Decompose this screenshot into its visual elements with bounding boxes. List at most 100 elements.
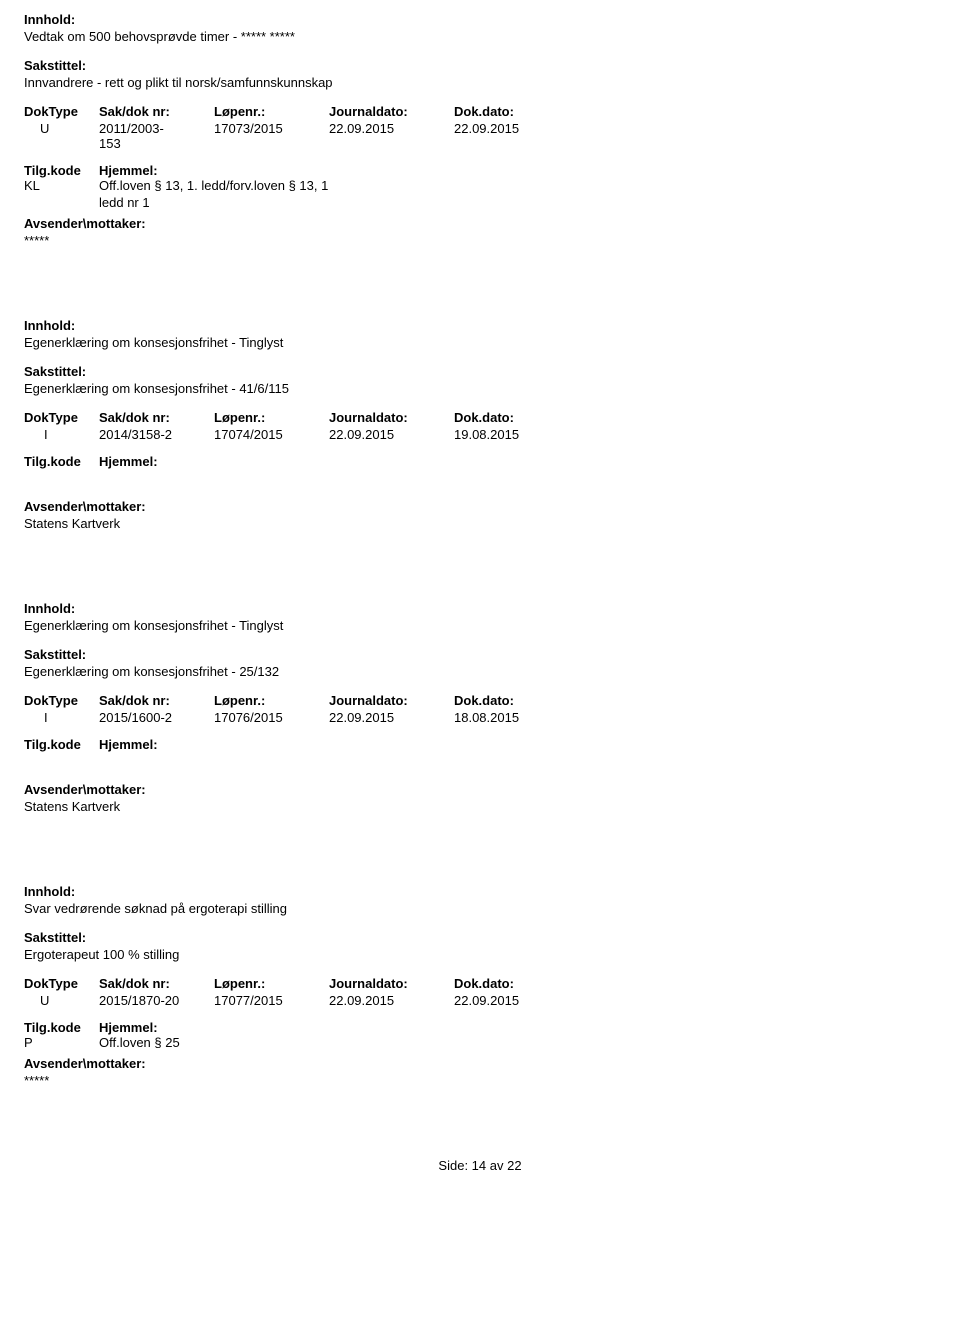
header-doktype: DokType <box>24 410 99 425</box>
header-sakdok: Sak/dok nr: <box>99 410 214 425</box>
avsender-value: ***** <box>24 1073 936 1088</box>
innhold-label: Innhold: <box>24 601 936 616</box>
doktype-value: I <box>24 710 99 725</box>
tilgkode-value: P <box>24 1035 99 1050</box>
tilg-row: Tilg.kode Hjemmel: <box>24 163 936 178</box>
header-dokdato: Dok.dato: <box>454 104 569 119</box>
sakdok-value: 2014/3158-2 <box>99 427 214 442</box>
header-dokdato: Dok.dato: <box>454 976 569 991</box>
sakstittel-label: Sakstittel: <box>24 364 936 379</box>
header-sakdok: Sak/dok nr: <box>99 104 214 119</box>
tilg-row: Tilg.kode Hjemmel: <box>24 1020 936 1035</box>
journal-entry: Innhold: Svar vedrørende søknad på ergot… <box>24 884 936 1088</box>
sakstittel-value: Innvandrere - rett og plikt til norsk/sa… <box>24 75 936 90</box>
tilgkode-label: Tilg.kode <box>24 737 99 752</box>
innhold-value: Egenerklæring om konsesjonsfrihet - Ting… <box>24 618 936 633</box>
sakdok-line1: 2011/2003- <box>99 121 214 136</box>
tilgkode-label: Tilg.kode <box>24 454 99 469</box>
tilg-value-row: KL Off.loven § 13, 1. ledd/forv.loven § … <box>24 178 936 193</box>
tilg-row: Tilg.kode Hjemmel: <box>24 454 936 469</box>
avsender-value: Statens Kartverk <box>24 799 936 814</box>
sakdok-line2: 153 <box>99 136 214 151</box>
avsender-label: Avsender\mottaker: <box>24 1056 936 1071</box>
doktype-value: I <box>24 427 99 442</box>
footer-mid: av <box>486 1158 507 1173</box>
innhold-value: Egenerklæring om konsesjonsfrihet - Ting… <box>24 335 936 350</box>
hjemmel-label: Hjemmel: <box>99 1020 158 1035</box>
avsender-label: Avsender\mottaker: <box>24 782 936 797</box>
data-row: U 2011/2003- 153 17073/2015 22.09.2015 2… <box>24 121 936 151</box>
hjemmel-label: Hjemmel: <box>99 163 158 178</box>
footer-total: 22 <box>507 1158 521 1173</box>
header-journaldato: Journaldato: <box>329 976 454 991</box>
page-footer: Side: 14 av 22 <box>24 1158 936 1173</box>
dokdato-value: 22.09.2015 <box>454 993 569 1008</box>
lopenr-value: 17073/2015 <box>214 121 329 151</box>
sakstittel-label: Sakstittel: <box>24 930 936 945</box>
header-journaldato: Journaldato: <box>329 104 454 119</box>
header-dokdato: Dok.dato: <box>454 693 569 708</box>
journal-entry: Innhold: Egenerklæring om konsesjonsfrih… <box>24 601 936 814</box>
hjemmel-value-line2: ledd nr 1 <box>99 195 936 210</box>
tilgkode-label: Tilg.kode <box>24 1020 99 1035</box>
footer-page: 14 <box>472 1158 486 1173</box>
column-headers: DokType Sak/dok nr: Løpenr.: Journaldato… <box>24 410 936 425</box>
tilgkode-value: KL <box>24 178 99 193</box>
header-lopenr: Løpenr.: <box>214 104 329 119</box>
dokdato-value: 19.08.2015 <box>454 427 569 442</box>
innhold-value: Vedtak om 500 behovsprøvde timer - *****… <box>24 29 936 44</box>
sakstittel-value: Ergoterapeut 100 % stilling <box>24 947 936 962</box>
hjemmel-label: Hjemmel: <box>99 454 158 469</box>
data-row: I 2014/3158-2 17074/2015 22.09.2015 19.0… <box>24 427 936 442</box>
column-headers: DokType Sak/dok nr: Løpenr.: Journaldato… <box>24 104 936 119</box>
journaldato-value: 22.09.2015 <box>329 710 454 725</box>
sakdok-value: 2015/1870-20 <box>99 993 214 1008</box>
sakdok-value: 2011/2003- 153 <box>99 121 214 151</box>
journaldato-value: 22.09.2015 <box>329 427 454 442</box>
sakstittel-value: Egenerklæring om konsesjonsfrihet - 41/6… <box>24 381 936 396</box>
sakstittel-value: Egenerklæring om konsesjonsfrihet - 25/1… <box>24 664 936 679</box>
avsender-label: Avsender\mottaker: <box>24 499 936 514</box>
tilgkode-label: Tilg.kode <box>24 163 99 178</box>
header-doktype: DokType <box>24 104 99 119</box>
header-lopenr: Løpenr.: <box>214 976 329 991</box>
journaldato-value: 22.09.2015 <box>329 993 454 1008</box>
footer-prefix: Side: <box>438 1158 471 1173</box>
header-dokdato: Dok.dato: <box>454 410 569 425</box>
hjemmel-value: Off.loven § 25 <box>99 1035 180 1050</box>
innhold-value: Svar vedrørende søknad på ergoterapi sti… <box>24 901 936 916</box>
header-lopenr: Løpenr.: <box>214 410 329 425</box>
lopenr-value: 17076/2015 <box>214 710 329 725</box>
doktype-value: U <box>24 121 99 151</box>
hjemmel-label: Hjemmel: <box>99 737 158 752</box>
innhold-label: Innhold: <box>24 12 936 27</box>
lopenr-value: 17074/2015 <box>214 427 329 442</box>
header-sakdok: Sak/dok nr: <box>99 976 214 991</box>
innhold-label: Innhold: <box>24 884 936 899</box>
avsender-value: ***** <box>24 233 936 248</box>
sakstittel-label: Sakstittel: <box>24 58 936 73</box>
data-row: I 2015/1600-2 17076/2015 22.09.2015 18.0… <box>24 710 936 725</box>
journaldato-value: 22.09.2015 <box>329 121 454 151</box>
innhold-label: Innhold: <box>24 318 936 333</box>
doktype-value: U <box>24 993 99 1008</box>
sakdok-value: 2015/1600-2 <box>99 710 214 725</box>
header-lopenr: Løpenr.: <box>214 693 329 708</box>
avsender-value: Statens Kartverk <box>24 516 936 531</box>
tilg-value-row: P Off.loven § 25 <box>24 1035 936 1050</box>
tilg-row: Tilg.kode Hjemmel: <box>24 737 936 752</box>
avsender-label: Avsender\mottaker: <box>24 216 936 231</box>
column-headers: DokType Sak/dok nr: Løpenr.: Journaldato… <box>24 693 936 708</box>
header-doktype: DokType <box>24 693 99 708</box>
journal-entry: Innhold: Egenerklæring om konsesjonsfrih… <box>24 318 936 531</box>
header-journaldato: Journaldato: <box>329 410 454 425</box>
dokdato-value: 18.08.2015 <box>454 710 569 725</box>
lopenr-value: 17077/2015 <box>214 993 329 1008</box>
dokdato-value: 22.09.2015 <box>454 121 569 151</box>
column-headers: DokType Sak/dok nr: Løpenr.: Journaldato… <box>24 976 936 991</box>
header-doktype: DokType <box>24 976 99 991</box>
journal-entry: Innhold: Vedtak om 500 behovsprøvde time… <box>24 12 936 248</box>
header-sakdok: Sak/dok nr: <box>99 693 214 708</box>
sakstittel-label: Sakstittel: <box>24 647 936 662</box>
data-row: U 2015/1870-20 17077/2015 22.09.2015 22.… <box>24 993 936 1008</box>
